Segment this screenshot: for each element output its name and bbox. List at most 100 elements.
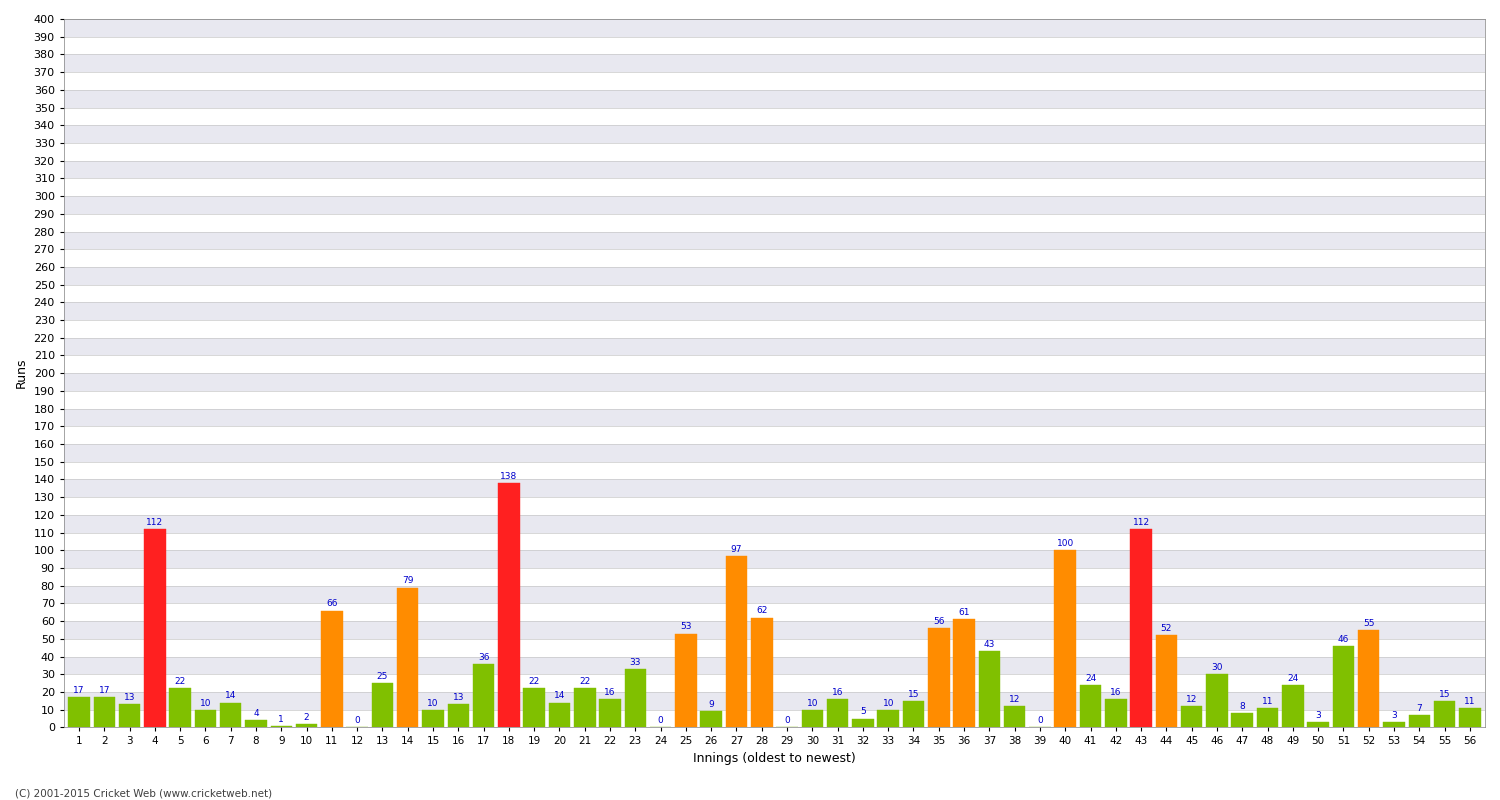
Bar <box>524 689 544 727</box>
Bar <box>144 529 165 727</box>
Bar <box>1434 701 1455 727</box>
Bar <box>1232 714 1252 727</box>
Bar <box>195 710 216 727</box>
Text: 100: 100 <box>1056 539 1074 548</box>
Text: 11: 11 <box>1464 697 1476 706</box>
Bar <box>398 587 418 727</box>
Bar <box>64 692 1485 710</box>
Text: 3: 3 <box>1390 711 1396 720</box>
Bar <box>64 710 1485 727</box>
Bar <box>1106 699 1126 727</box>
Bar <box>1155 635 1178 727</box>
Text: 22: 22 <box>174 678 186 686</box>
Bar <box>270 726 292 727</box>
Bar <box>574 689 596 727</box>
Y-axis label: Runs: Runs <box>15 358 28 389</box>
Bar <box>64 586 1485 603</box>
Bar <box>600 699 621 727</box>
Text: 10: 10 <box>427 698 439 707</box>
Text: 10: 10 <box>882 698 894 707</box>
Text: 4: 4 <box>254 710 260 718</box>
Text: 22: 22 <box>528 678 540 686</box>
Text: 5: 5 <box>859 707 865 717</box>
Bar <box>423 710 444 727</box>
Bar <box>700 711 721 727</box>
Text: 3: 3 <box>1316 711 1322 720</box>
Bar <box>1131 529 1152 727</box>
Text: 12: 12 <box>1186 695 1197 704</box>
Text: 17: 17 <box>99 686 109 695</box>
Bar <box>1408 715 1430 727</box>
Bar <box>296 724 318 727</box>
Bar <box>64 107 1485 126</box>
Text: 8: 8 <box>1239 702 1245 711</box>
Bar <box>64 603 1485 621</box>
Bar <box>1257 708 1278 727</box>
Text: 16: 16 <box>833 688 843 697</box>
Bar <box>64 285 1485 302</box>
X-axis label: Innings (oldest to newest): Innings (oldest to newest) <box>693 752 856 765</box>
Text: 12: 12 <box>1010 695 1020 704</box>
Text: 0: 0 <box>657 716 663 726</box>
Bar <box>878 710 898 727</box>
Bar <box>1308 722 1329 727</box>
Text: 52: 52 <box>1161 624 1172 633</box>
Text: 61: 61 <box>958 608 970 618</box>
Bar <box>64 674 1485 692</box>
Text: 33: 33 <box>630 658 640 667</box>
Text: 15: 15 <box>1438 690 1450 698</box>
Text: 56: 56 <box>933 617 945 626</box>
Bar <box>64 90 1485 107</box>
Bar <box>64 250 1485 267</box>
Bar <box>64 196 1485 214</box>
Bar <box>978 651 1000 727</box>
Bar <box>1282 685 1304 727</box>
Text: 11: 11 <box>1262 697 1274 706</box>
Text: 112: 112 <box>1132 518 1149 527</box>
Text: 9: 9 <box>708 700 714 710</box>
Bar <box>64 214 1485 231</box>
Bar <box>64 391 1485 409</box>
Bar <box>64 426 1485 444</box>
Bar <box>64 54 1485 72</box>
Bar <box>64 302 1485 320</box>
Bar <box>752 618 772 727</box>
Bar <box>64 497 1485 515</box>
Bar <box>447 704 470 727</box>
Bar <box>64 515 1485 533</box>
Text: 97: 97 <box>730 545 742 554</box>
Bar <box>372 683 393 727</box>
Bar <box>549 702 570 727</box>
Bar <box>801 710 824 727</box>
Text: 16: 16 <box>1110 688 1122 697</box>
Bar <box>64 143 1485 161</box>
Text: 25: 25 <box>376 672 388 681</box>
Text: 14: 14 <box>554 691 566 701</box>
Bar <box>64 320 1485 338</box>
Bar <box>64 231 1485 250</box>
Bar <box>1358 630 1380 727</box>
Text: 15: 15 <box>908 690 920 698</box>
Bar <box>170 689 190 727</box>
Bar <box>498 483 519 727</box>
Bar <box>64 479 1485 497</box>
Text: 53: 53 <box>680 622 692 631</box>
Text: 112: 112 <box>147 518 164 527</box>
Bar <box>64 19 1485 37</box>
Text: 16: 16 <box>604 688 616 697</box>
Bar <box>1054 550 1076 727</box>
Bar <box>903 701 924 727</box>
Bar <box>1080 685 1101 727</box>
Text: 14: 14 <box>225 691 237 701</box>
Text: (C) 2001-2015 Cricket Web (www.cricketweb.net): (C) 2001-2015 Cricket Web (www.cricketwe… <box>15 788 272 798</box>
Bar <box>1206 674 1227 727</box>
Bar <box>1460 708 1480 727</box>
Text: 7: 7 <box>1416 704 1422 713</box>
Bar <box>726 556 747 727</box>
Bar <box>827 699 849 727</box>
Bar <box>64 72 1485 90</box>
Bar <box>64 550 1485 568</box>
Bar <box>852 718 873 727</box>
Text: 22: 22 <box>579 678 591 686</box>
Text: 1: 1 <box>279 714 284 723</box>
